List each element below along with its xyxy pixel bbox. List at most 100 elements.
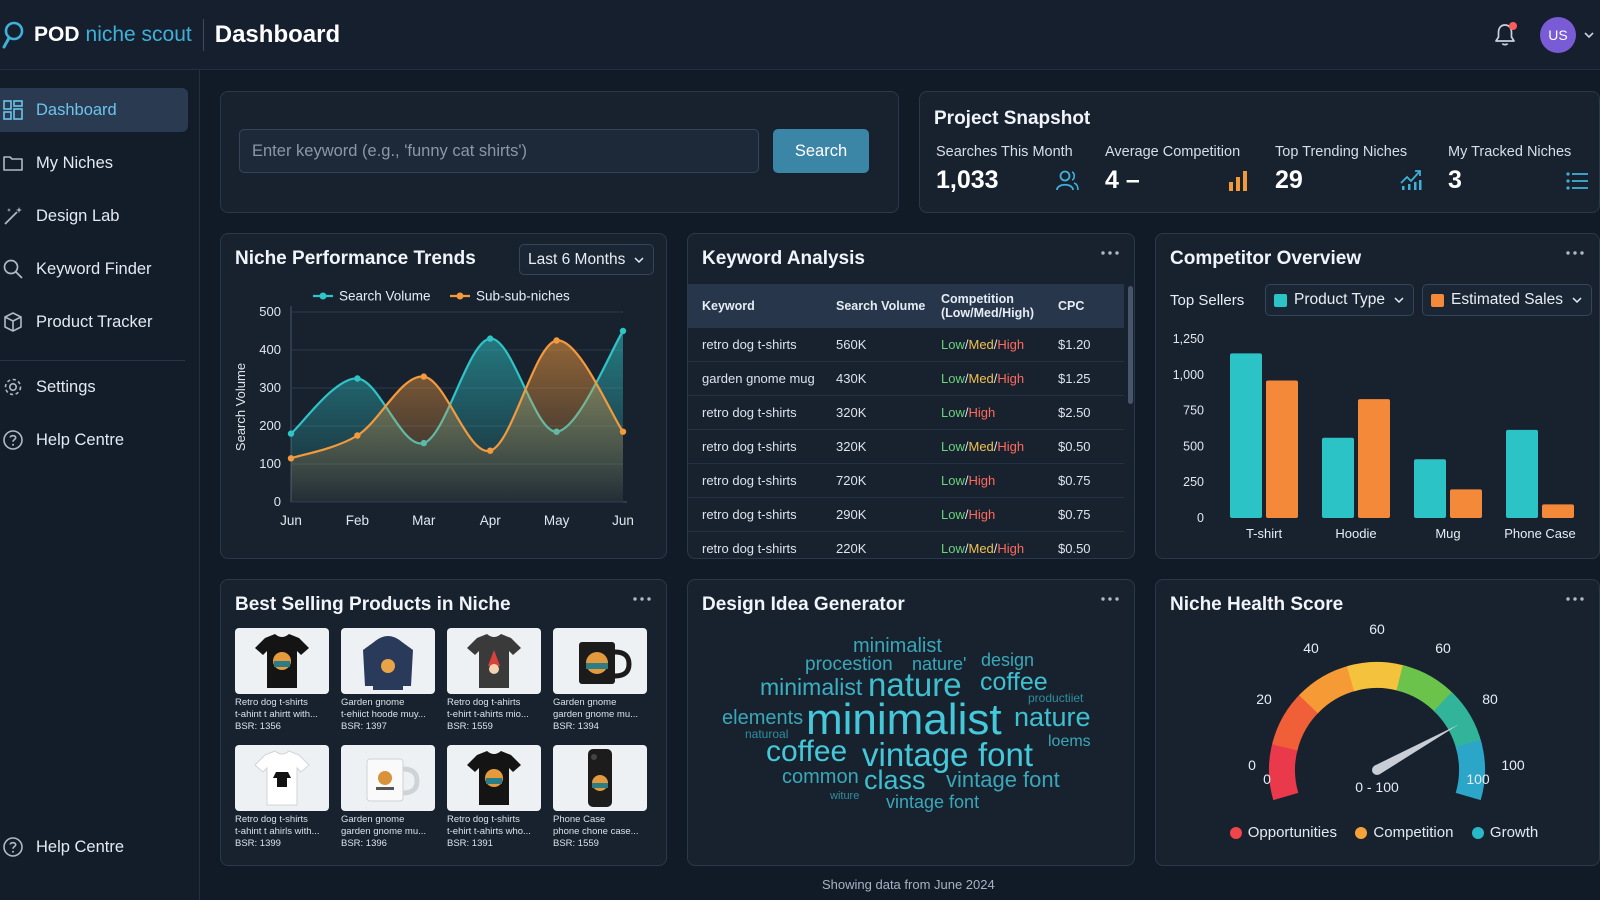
search-button[interactable]: Search xyxy=(773,129,869,173)
word-cloud-term[interactable]: nature' xyxy=(912,654,967,674)
sidebar-item-settings[interactable]: Settings xyxy=(0,365,188,409)
table-row[interactable]: garden gnome mug 430K Low/Med/High $1.25 xyxy=(688,362,1124,396)
health-title: Niche Health Score xyxy=(1170,594,1344,615)
table-header: Keyword Search Volume Competition (Low/M… xyxy=(688,284,1124,328)
competition-level: High xyxy=(997,438,1025,454)
avatar[interactable]: US xyxy=(1540,17,1576,53)
y-tick-label: 500 xyxy=(1183,439,1204,453)
sidebar-item-label: Product Tracker xyxy=(36,312,153,331)
word-cloud-term[interactable]: vintage font xyxy=(886,792,980,812)
more-options-icon[interactable] xyxy=(1100,594,1120,604)
table-row[interactable]: retro dog t-shirts 560K Low/Med/High $1.20 xyxy=(688,328,1124,362)
more-options-icon[interactable] xyxy=(1565,594,1585,604)
gauge-label: 0 xyxy=(1263,771,1271,787)
more-options-icon[interactable] xyxy=(632,594,652,604)
stat-label: Top Trending Niches xyxy=(1275,144,1408,160)
cell-cpc: $2.50 xyxy=(1058,405,1091,420)
y-tick-label: 100 xyxy=(259,456,281,471)
list-icon[interactable] xyxy=(1564,168,1590,194)
product-tile[interactable]: Retro dog t-ahirts t-ehirt t-ahirts mio..… xyxy=(447,628,541,733)
range-select[interactable]: Last 6 Months xyxy=(519,244,655,275)
product-type-select[interactable]: Product Type xyxy=(1265,284,1415,316)
data-point xyxy=(619,327,627,335)
col-competition[interactable]: Competition (Low/Med/High) xyxy=(941,292,1035,320)
more-options-icon[interactable] xyxy=(1100,248,1120,258)
brand-name: niche scout xyxy=(85,22,192,46)
product-tile[interactable]: Garden gnome garden gnome mu... BSR: 1396 xyxy=(341,745,435,850)
word-cloud-term[interactable]: nature xyxy=(1014,702,1091,732)
word-cloud-term[interactable]: coffee xyxy=(766,735,848,768)
project-snapshot-card: Project Snapshot Searches This Month 1,0… xyxy=(919,91,1600,213)
col-keyword[interactable]: Keyword xyxy=(702,299,755,313)
table-row[interactable]: retro dog t-shirts 320K Low/Med/High $0.50 xyxy=(688,430,1124,464)
sidebar-item-help-centre-bottom[interactable]: Help Centre xyxy=(0,825,188,869)
product-tile[interactable]: Garden gnome garden gnome mu... BSR: 1394 xyxy=(553,628,647,733)
sidebar-item-dashboard[interactable]: Dashboard xyxy=(0,88,188,132)
brand-name-bold: POD xyxy=(34,22,80,46)
product-tile[interactable]: Retro dog t-shirts t-ahint t ahirls with.… xyxy=(235,745,329,850)
product-tile[interactable]: Retro dog t-shirts t-ehirt t-ahirts who..… xyxy=(447,745,541,850)
keyword-search-input[interactable]: Enter keyword (e.g., 'funny cat shirts') xyxy=(239,129,759,173)
word-cloud-term[interactable]: minimalist xyxy=(853,635,942,657)
sidebar-item-product-tracker[interactable]: Product Tracker xyxy=(0,300,188,344)
sidebar-item-keyword-finder[interactable]: Keyword Finder xyxy=(0,247,188,291)
help-circle-icon xyxy=(3,430,23,450)
cell-cpc: $0.75 xyxy=(1058,473,1091,488)
bar xyxy=(1506,429,1538,518)
word-cloud-term[interactable]: vintage xyxy=(862,736,969,773)
gear-icon xyxy=(4,378,22,396)
x-tick-label: Apr xyxy=(480,513,502,528)
sidebar-item-label: Help Centre xyxy=(36,837,125,856)
legend-dot xyxy=(1229,826,1242,839)
product-tile[interactable]: Retro dog t-shirts t-ahint t ahirtt with.… xyxy=(235,628,329,733)
y-tick-label: 500 xyxy=(259,304,281,319)
sidebar-item-help-centre[interactable]: Help Centre xyxy=(0,418,188,462)
sidebar-item-my-niches[interactable]: My Niches xyxy=(0,141,188,185)
legend-dot xyxy=(1471,826,1484,839)
table-row[interactable]: retro dog t-shirts 320K Low/High $2.50 xyxy=(688,396,1124,430)
estimated-sales-select[interactable]: Estimated Sales xyxy=(1422,284,1592,316)
word-cloud-term[interactable]: font xyxy=(978,736,1034,773)
cell-volume: 290K xyxy=(836,507,867,522)
word-cloud-term[interactable]: common xyxy=(782,766,859,788)
separator: / xyxy=(964,404,969,420)
brand[interactable]: POD niche scout xyxy=(0,20,192,50)
table-row[interactable]: retro dog t-shirts 290K Low/High $0.75 xyxy=(688,498,1124,532)
word-cloud-term[interactable]: vintage font xyxy=(946,767,1060,792)
stat-searches-this-month: Searches This Month 1,033 xyxy=(936,144,1073,195)
product-tile[interactable]: Garden gnome t-ehiict hoode muy... BSR: 13… xyxy=(341,628,435,733)
table-row[interactable]: retro dog t-shirts 220K Low/Med/High $0.50 xyxy=(688,532,1124,558)
notifications-bell-icon[interactable] xyxy=(1492,22,1518,48)
word-cloud-term[interactable]: loems xyxy=(1048,733,1091,750)
col-search-volume[interactable]: Search Volume xyxy=(836,299,926,313)
sidebar-item-design-lab[interactable]: Design Lab xyxy=(0,194,188,238)
word-cloud-term[interactable]: design xyxy=(981,650,1035,670)
competition-level: Low xyxy=(941,404,965,420)
word-cloud-term[interactable]: witure xyxy=(830,790,860,802)
cell-volume: 560K xyxy=(836,337,867,352)
chevron-down-icon xyxy=(634,256,644,263)
legend-competition: Competition xyxy=(1355,824,1453,841)
col-cpc[interactable]: CPC xyxy=(1058,299,1085,313)
competitor-overview-card: Competitor Overview Top Sellers Product … xyxy=(1155,233,1600,559)
gauge-label: 60 xyxy=(1435,640,1451,656)
word-cloud-term[interactable]: productiiet xyxy=(1028,691,1084,705)
word-cloud-term[interactable]: nature xyxy=(868,666,962,703)
word-cloud-term[interactable]: procestion xyxy=(805,654,893,675)
word-cloud-term[interactable]: coffee xyxy=(980,668,1048,696)
word-cloud-term[interactable]: naturoal xyxy=(745,727,789,741)
product-tile[interactable]: Phone Case phone chone case... BSR: 1559 xyxy=(553,745,647,850)
chevron-down-icon xyxy=(1572,297,1582,304)
cell-volume: 320K xyxy=(836,439,867,454)
word-cloud-term[interactable]: class xyxy=(864,765,926,795)
word-cloud-term[interactable]: elements xyxy=(722,707,804,729)
word-cloud-term[interactable]: minimalist xyxy=(806,695,1002,744)
table-scrollbar[interactable] xyxy=(1128,286,1133,404)
chevron-down-icon[interactable] xyxy=(1582,28,1596,42)
data-point xyxy=(287,430,295,437)
more-options-icon[interactable] xyxy=(1565,248,1585,258)
y-tick-label: 200 xyxy=(259,418,281,433)
product-thumbnail xyxy=(447,745,541,811)
table-row[interactable]: retro dog t-shirts 720K Low/High $0.75 xyxy=(688,464,1124,498)
word-cloud-term[interactable]: minimalist xyxy=(760,674,863,700)
